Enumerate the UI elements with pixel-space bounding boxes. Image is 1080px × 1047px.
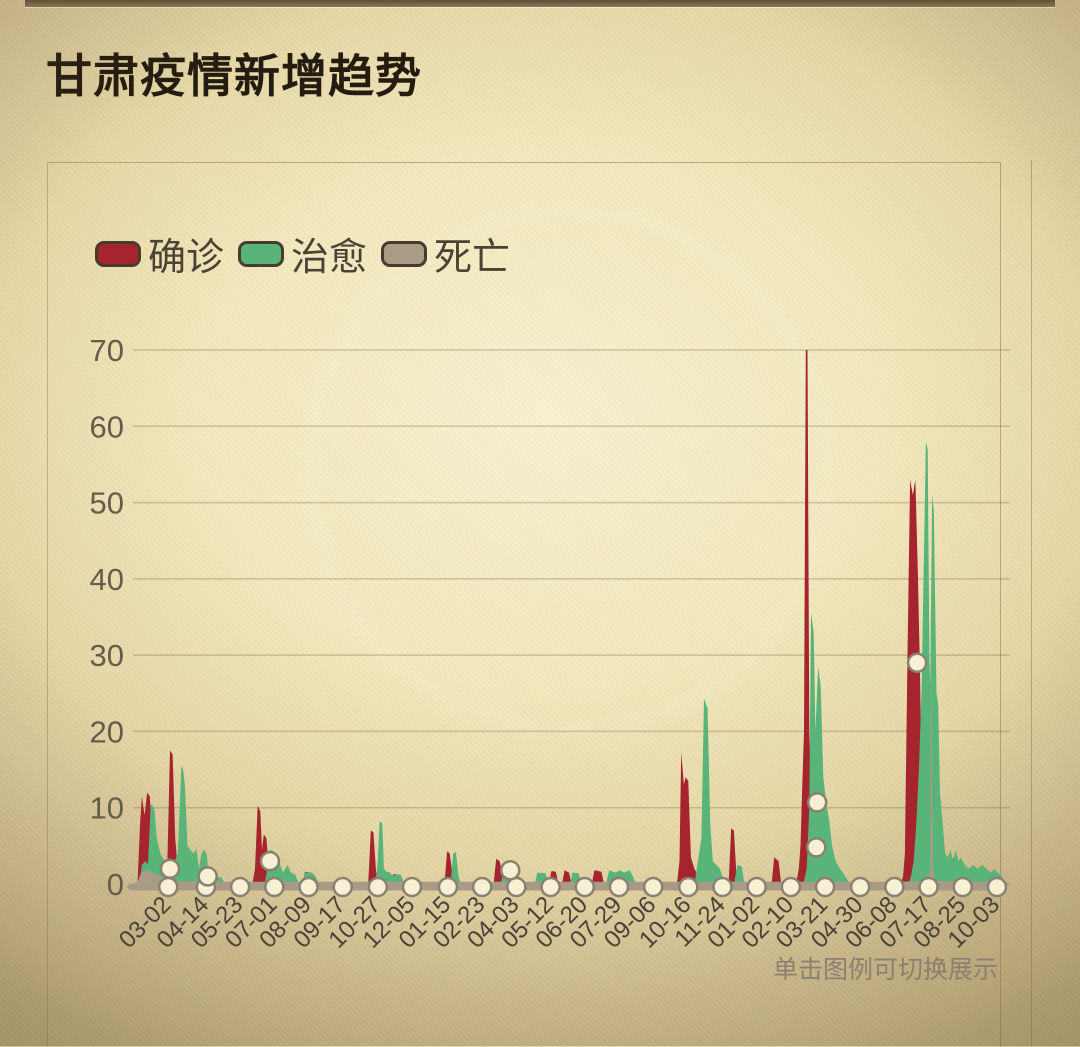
data-point-marker [746, 876, 767, 898]
x-axis-labels: 03-0204-1405-2307-0108-0909-1710-2712-05… [114, 891, 1005, 954]
data-point-marker [806, 837, 827, 858]
chart-legend: 确诊 治愈 死亡 [95, 226, 510, 281]
data-point-marker [401, 876, 423, 898]
data-point-marker [197, 866, 218, 887]
page-title: 甘肃疫情新增趋势 [46, 50, 422, 102]
data-point-marker [264, 876, 285, 898]
legend-label-cured: 治愈 [291, 237, 368, 279]
data-point-marker [499, 860, 521, 881]
data-point-marker [298, 876, 319, 898]
data-point-marker [986, 876, 1008, 898]
data-point-marker [574, 876, 596, 898]
confirmed-swatch-icon [95, 240, 141, 267]
y-tick-label: 70 [90, 333, 124, 368]
y-tick-label: 10 [90, 791, 124, 826]
legend-label-confirmed: 确诊 [148, 237, 225, 279]
data-point-marker [952, 876, 974, 898]
data-point-marker [806, 792, 828, 813]
data-point-markers [157, 652, 1008, 898]
data-point-marker [906, 652, 928, 674]
data-point-marker [259, 850, 281, 872]
data-point-marker [814, 876, 836, 898]
death-swatch-icon [381, 240, 428, 267]
cured-swatch-icon [238, 240, 285, 267]
data-point-marker [437, 876, 459, 898]
chart-panel [47, 162, 1001, 1047]
data-point-marker [157, 876, 179, 898]
legend-item-cured[interactable]: 治愈 [238, 226, 367, 281]
top-edge-bar [25, 0, 1055, 7]
data-point-marker [918, 876, 939, 898]
data-point-marker [367, 876, 389, 898]
data-point-marker [540, 876, 561, 898]
y-tick-label: 0 [107, 867, 124, 902]
data-point-marker [159, 858, 181, 879]
legend-item-confirmed[interactable]: 确诊 [95, 226, 224, 281]
legend-item-death[interactable]: 死亡 [381, 226, 510, 281]
series-cured-area [139, 441, 1003, 889]
panel-right-frame-line [1031, 160, 1032, 1046]
data-point-marker [884, 876, 905, 898]
data-point-marker [712, 876, 733, 898]
legend-label-death: 死亡 [434, 237, 511, 279]
y-tick-label: 20 [90, 714, 124, 749]
data-point-marker [642, 876, 664, 898]
legend-toggle-hint: 单击图例可切换展示 [772, 956, 998, 984]
data-point-marker [780, 876, 802, 898]
data-point-marker [849, 876, 871, 898]
data-point-marker [471, 876, 493, 898]
y-tick-label: 60 [90, 409, 124, 444]
y-tick-label: 30 [90, 638, 124, 673]
data-point-marker [506, 876, 527, 898]
data-point-marker [229, 876, 251, 898]
data-point-marker [332, 876, 353, 898]
grid: 0 10 20 30 40 50 60 70 [90, 333, 1010, 902]
data-point-marker [678, 876, 699, 898]
data-point-marker [608, 876, 630, 898]
y-tick-label: 40 [90, 562, 124, 597]
y-tick-label: 50 [90, 486, 124, 521]
